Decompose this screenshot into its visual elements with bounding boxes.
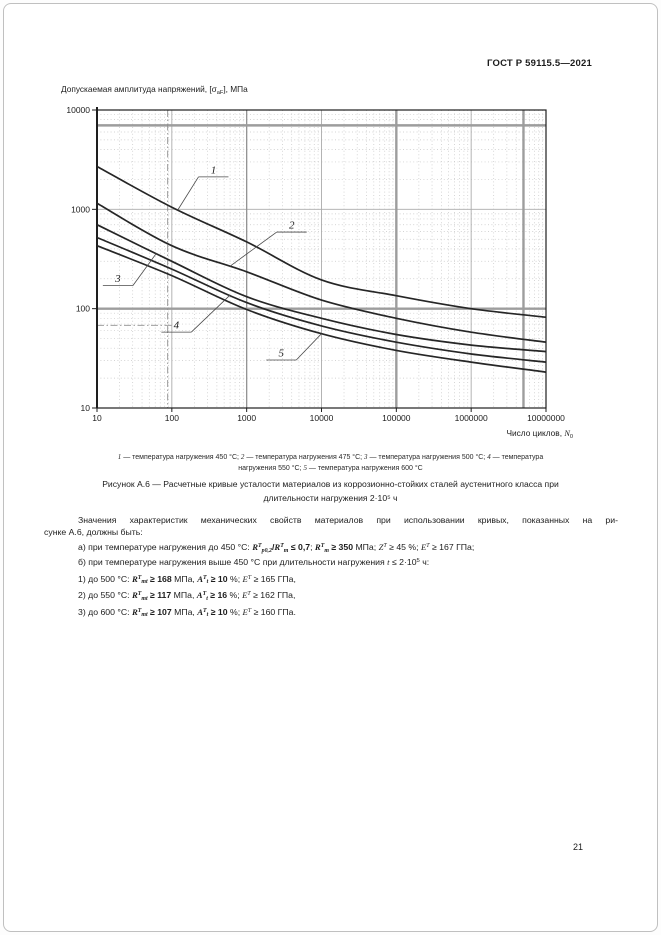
curve-3 [96,223,547,353]
x-tick-label: 10000 [310,413,334,423]
body-text: Значения характеристик механических свой… [44,514,618,618]
curve-1 [96,165,547,319]
figure-caption: Рисунок А.6 — Расчетные кривые усталости… [0,478,661,505]
list-subitem-2: 2) до 550 °С: RTmt ≥ 117 МПа, ATt ≥ 16 %… [78,590,296,602]
curve-number-label: 4 [174,320,180,332]
figure-caption-line-2: длительности нагружения 2·10⁵ ч [263,492,398,503]
x-tick-label: 10000000 [527,413,565,423]
y-tick-label: 100 [76,304,90,314]
chart-y-axis-title: Допускаемая амплитуда напряжений, [σaF],… [61,84,248,96]
label-leader [295,333,322,361]
page-frame [3,3,658,932]
chart-svg: 10 100 1000 10000 100000 1000000 10000000 10 100… [66,105,565,423]
curve-number-label: 5 [279,347,285,359]
curve-4 [96,236,547,363]
y-tick-label: 10 [81,403,91,413]
x-tick-label: 1000 [237,413,256,423]
list-subitem-1: 1) до 500 °С: RTmt ≥ 168 МПа, ATt ≥ 10 %… [78,573,296,586]
chart-x-axis-title: Число циклов, N0 [506,428,573,440]
x-tick-label: 10 [92,413,102,423]
curve-legend: 1 — температура нагружения 450 °С; 2 — т… [0,452,661,474]
curve-number-label: 3 [114,273,121,285]
list-item-b: б) при температуре нагружения выше 450 °… [78,557,430,567]
curve-number-label: 1 [211,164,217,176]
x-tick-label: 100000 [382,413,411,423]
label-leader [191,294,231,333]
legend-line-1: 1 — температура нагружения 450 °С; 2 — т… [117,453,544,461]
label-leader [229,231,277,267]
label-leader [177,176,199,211]
list-subitem-3: 3) до 600 °С: RTmt ≥ 107 МПа, ATt ≥ 10 %… [78,606,296,619]
doc-header: ГОСТ Р 59115.5—2021 [487,58,592,69]
x-tick-label: 1000000 [455,413,488,423]
curve-number-label: 2 [289,220,295,232]
paragraph-line: Значения характеристик механических свой… [78,515,618,525]
y-tick-label: 1000 [71,204,90,214]
figure-caption-line-1: Рисунок А.6 — Расчетные кривые усталости… [102,479,559,489]
paragraph-line: сунке А.6, должны быть: [44,527,143,537]
label-leader [132,253,157,286]
page-number: 21 [572,842,583,852]
curve-2 [96,202,547,344]
fatigue-curves-chart: 10 100 1000 10000 100000 1000000 10000000 10 100… [40,88,620,433]
legend-line-2: нагружения 550 °С; 5 — температура нагру… [238,464,423,472]
x-tick-label: 100 [165,413,179,423]
y-tick-label: 10000 [66,105,90,115]
list-item-a: а) при температуре нагружения до 450 °С:… [78,542,475,554]
